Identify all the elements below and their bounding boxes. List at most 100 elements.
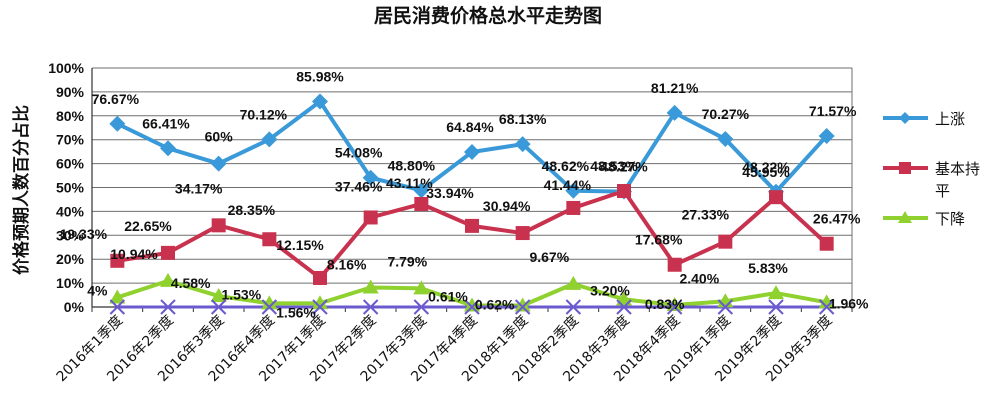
data-point: [160, 272, 176, 287]
legend-marker: [898, 211, 912, 223]
data-label: 34.17%: [175, 180, 223, 196]
data-point: [261, 131, 278, 148]
data-label: 48.80%: [388, 157, 436, 173]
series-markers: [109, 93, 835, 315]
data-label: 27.33%: [682, 207, 730, 223]
y-tick-label: 80%: [56, 108, 85, 124]
data-label: 85.98%: [296, 69, 344, 85]
data-label: 7.79%: [387, 253, 427, 269]
data-point: [312, 93, 328, 110]
data-point: [717, 299, 734, 315]
data-point: [211, 218, 226, 233]
data-label: 45.95%: [742, 164, 790, 180]
legend-label: 上涨: [935, 110, 965, 128]
data-point: [617, 184, 631, 199]
data-label: 30.94%: [483, 198, 531, 214]
data-label: 48.22%: [742, 159, 790, 175]
data-label: 70.27%: [702, 106, 750, 122]
y-tick-label: 90%: [56, 84, 85, 100]
data-label: 54.08%: [335, 145, 383, 161]
data-point: [109, 299, 126, 315]
data-label: 43.11%: [386, 175, 433, 191]
data-point: [313, 270, 327, 285]
y-tick-label: 40%: [56, 203, 85, 219]
data-point: [160, 299, 176, 315]
data-point: [666, 299, 683, 315]
data-point: [110, 253, 125, 268]
data-point: [109, 289, 126, 304]
data-point: [818, 127, 835, 144]
data-point: [566, 200, 581, 215]
chart-title: 居民消费价格总水平走势图: [374, 4, 602, 27]
data-label: 1.56%: [276, 304, 316, 320]
data-point: [362, 279, 379, 294]
data-label: 10.94%: [110, 246, 158, 262]
data-point: [565, 299, 582, 315]
y-axis-label: 价格预期人数百分占比: [11, 105, 32, 275]
legend-label: 下降: [935, 210, 965, 228]
data-labels: 76.67%66.41% 60% 70.12% 85.98% 54.08% 48.80% 6…: [60, 69, 869, 321]
data-label: 1.96%: [829, 295, 869, 311]
data-point: [718, 234, 733, 249]
y-tick-label: 0%: [64, 299, 85, 315]
data-point: [717, 131, 734, 148]
series-line: [117, 189, 829, 280]
data-label: 81.21%: [651, 80, 699, 96]
legend-marker: [899, 112, 911, 124]
data-point: [413, 182, 430, 199]
data-label: 0.62%: [475, 297, 515, 313]
data-point: [565, 182, 582, 199]
data-point: [413, 299, 430, 315]
data-label: 12.15%: [276, 237, 324, 253]
legend-label: 基本持平: [935, 160, 980, 200]
y-tick-label: 60%: [56, 156, 85, 172]
y-tick-label: 50%: [56, 180, 85, 196]
data-point: [362, 169, 379, 186]
data-label: 70.12%: [240, 106, 288, 122]
data-label: 60%: [205, 129, 234, 145]
data-point: [616, 299, 632, 315]
data-point: [362, 299, 379, 315]
data-point: [667, 257, 682, 272]
data-label: 71.57%: [809, 103, 857, 119]
data-point: [261, 295, 278, 310]
data-label: 37.46%: [335, 178, 383, 194]
data-point: [261, 299, 278, 315]
data-point: [666, 104, 683, 121]
y-tick-label: 30%: [56, 227, 85, 243]
data-label: 17.68%: [635, 232, 683, 248]
data-point: [464, 299, 480, 315]
y-tick-label: 70%: [56, 132, 85, 148]
data-label: 19.33%: [60, 226, 108, 242]
data-point: [565, 275, 582, 290]
data-point: [514, 299, 531, 315]
data-label: 8.16%: [327, 256, 367, 272]
data-label: 3.20%: [590, 282, 630, 298]
data-label: 1.53%: [221, 286, 261, 302]
data-point: [819, 236, 834, 251]
legend-marker: [899, 162, 911, 174]
data-point: [818, 299, 835, 315]
data-point: [312, 299, 328, 315]
data-point: [109, 115, 126, 132]
data-label: 28.35%: [228, 202, 276, 218]
data-point: [464, 297, 480, 312]
y-tick-label: 20%: [56, 251, 85, 267]
data-point: [515, 226, 530, 241]
data-label: 9.67%: [529, 249, 569, 265]
data-point: [414, 196, 429, 211]
data-point: [210, 288, 227, 303]
x-tick-labels: 2016年1季度2016年2季度2016年3季度2016年4季度2017年1季度…: [54, 313, 836, 386]
data-point: [312, 295, 328, 310]
data-label: 22.65%: [124, 218, 172, 234]
data-point: [465, 218, 479, 233]
y-tick-label: 10%: [56, 275, 85, 291]
data-point: [768, 299, 784, 315]
data-point: [413, 280, 430, 295]
data-label: 26.47%: [813, 211, 861, 227]
data-label: 64.84%: [446, 119, 494, 135]
data-label: 48.27%: [600, 159, 648, 175]
data-label: 68.13%: [499, 111, 547, 127]
data-label: 4%: [87, 282, 108, 298]
